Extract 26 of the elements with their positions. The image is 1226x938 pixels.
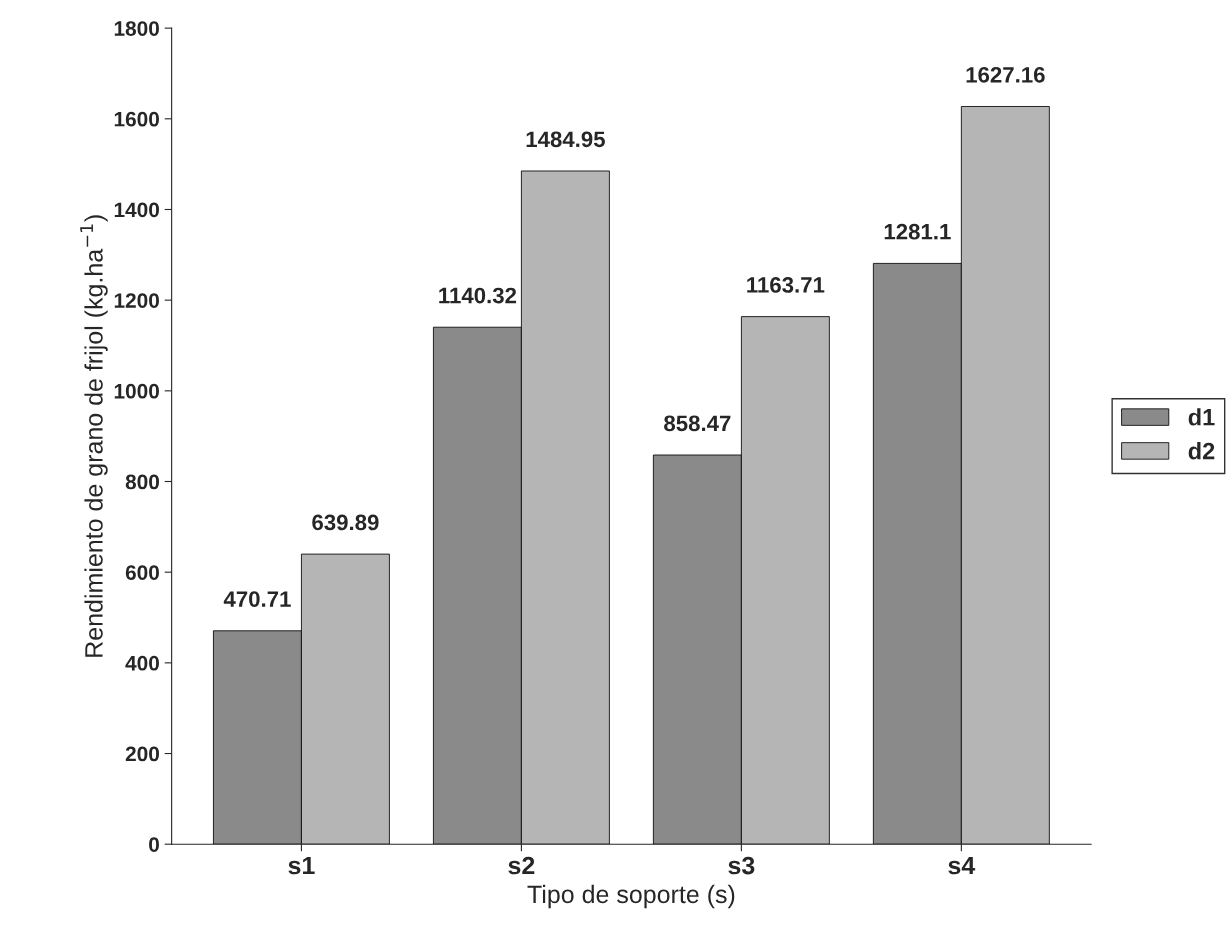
data-label: 470.71 xyxy=(223,591,291,607)
x-tick-label: s1 xyxy=(288,856,315,875)
y-tick-label: 1600 xyxy=(114,111,159,127)
x-axis-title: Tipo de soporte (s) xyxy=(527,884,735,909)
x-tick-label: s4 xyxy=(948,856,976,875)
data-label: 1627.16 xyxy=(966,66,1045,83)
y-tick-label: 0 xyxy=(149,837,159,852)
data-label: 858.47 xyxy=(664,415,731,432)
legend-label: d2 xyxy=(1188,442,1215,460)
y-tick-label: 800 xyxy=(125,474,159,490)
y-tick-label: 1000 xyxy=(114,383,159,399)
legend-label: d1 xyxy=(1188,408,1215,426)
data-label: 1140.32 xyxy=(439,287,517,304)
data-label: 1163.71 xyxy=(747,277,825,293)
y-tick-label: 1800 xyxy=(114,21,159,36)
y-tick-label: 200 xyxy=(125,746,159,762)
data-label: 1281.1 xyxy=(884,223,951,240)
x-tick-label: s2 xyxy=(508,856,535,875)
y-tick-label: 1200 xyxy=(114,293,159,308)
y-tick-label: 400 xyxy=(125,655,159,671)
x-tick-label: s3 xyxy=(728,856,755,875)
y-axis-title: Rendimiento de grano de frijol (kg.ha$^{−1}$) xyxy=(80,215,108,657)
y-tick-label: 600 xyxy=(125,565,159,580)
data-label: 639.89 xyxy=(312,514,379,531)
y-tick-label: 1400 xyxy=(114,202,159,218)
data-label: 1484.95 xyxy=(526,131,605,148)
